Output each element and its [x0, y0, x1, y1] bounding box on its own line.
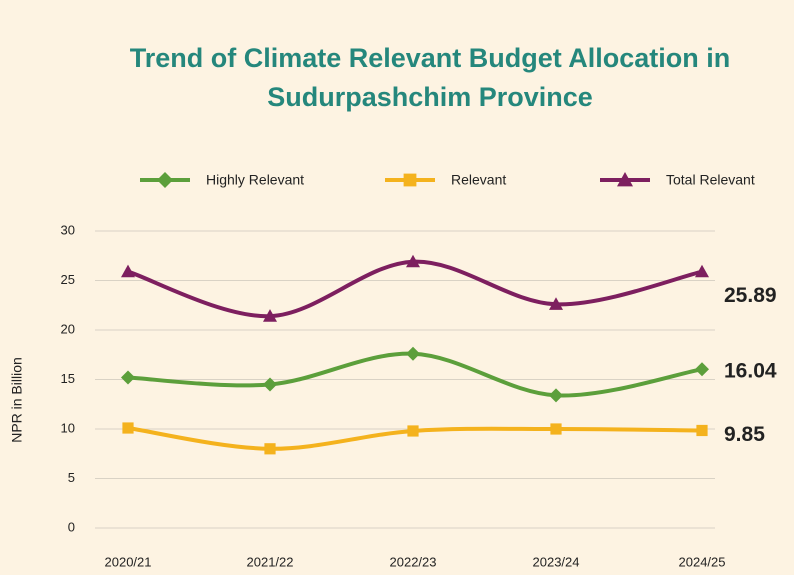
y-tick-label: 15: [61, 371, 75, 386]
marker: [403, 173, 417, 187]
marker: [695, 264, 709, 278]
chart-title: Trend of Climate Relevant Budget Allocat…: [130, 43, 731, 73]
x-tick-label: 2021/22: [247, 554, 294, 569]
marker: [407, 425, 419, 437]
marker: [549, 297, 563, 310]
marker: [696, 424, 708, 437]
x-tick-label: 2020/21: [105, 554, 152, 569]
marker: [263, 377, 277, 392]
marker: [263, 309, 277, 322]
chart-title: Sudurpashchim Province: [267, 82, 593, 112]
y-tick-label: 10: [61, 420, 75, 435]
marker: [550, 423, 562, 435]
legend-label: Highly Relevant: [206, 172, 304, 188]
y-axis-label: NPR in Billion: [9, 357, 25, 443]
marker: [121, 370, 135, 385]
marker: [549, 388, 563, 403]
y-tick-label: 25: [61, 272, 75, 287]
legend-label: Relevant: [451, 172, 506, 188]
end-value-label: 16.04: [724, 359, 777, 382]
y-tick-label: 0: [68, 519, 75, 534]
series-line: [127, 259, 703, 319]
end-value-label: 25.89: [724, 284, 777, 307]
x-tick-label: 2024/25: [679, 554, 726, 569]
x-tick-label: 2023/24: [533, 554, 580, 569]
marker: [617, 172, 633, 187]
marker: [406, 254, 420, 268]
y-tick-label: 20: [61, 321, 75, 336]
x-tick-label: 2022/23: [390, 554, 437, 569]
marker: [406, 346, 420, 361]
marker: [264, 443, 276, 455]
marker: [121, 264, 135, 278]
marker: [695, 362, 709, 377]
legend-label: Total Relevant: [666, 172, 755, 188]
y-tick-label: 30: [61, 222, 75, 237]
end-value-label: 9.85: [724, 423, 765, 446]
y-tick-label: 5: [68, 470, 75, 485]
marker: [122, 422, 134, 434]
marker: [157, 172, 173, 188]
series-line: [127, 351, 703, 398]
